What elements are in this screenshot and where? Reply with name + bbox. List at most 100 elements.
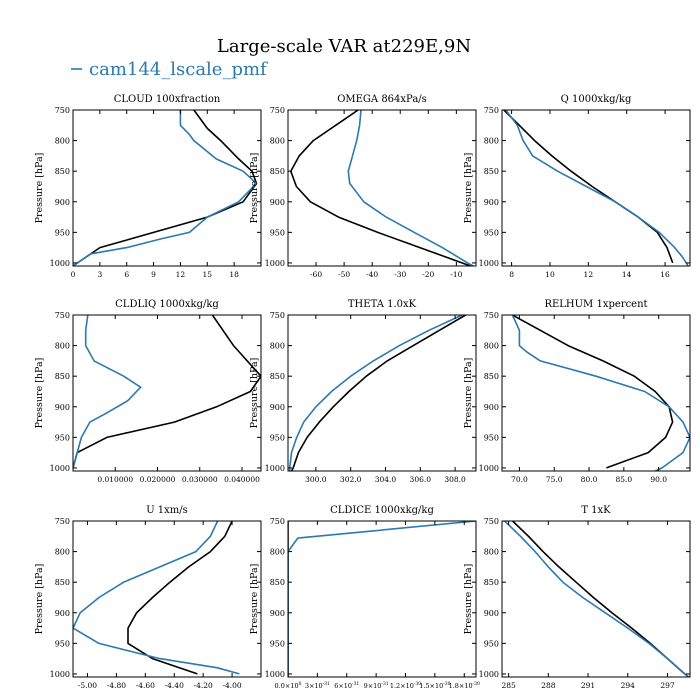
x-tick-label-base: 9 <box>151 270 156 279</box>
x-tick-label-exponent: -30 <box>473 681 480 687</box>
x-tick-label-base: 10 <box>545 270 555 279</box>
x-tick-label-base: 0 <box>71 270 76 279</box>
x-tick-label-base: 0.040000 <box>224 475 260 484</box>
y-tick-label: 950 <box>270 639 285 648</box>
panel-title: U 1xm/s <box>146 505 188 516</box>
x-tick-label-base: 9×10 <box>364 682 382 690</box>
series-line-blue <box>504 521 690 677</box>
plot-frame <box>501 109 691 267</box>
x-tick-label-base: 0.0×10 <box>275 682 299 690</box>
y-tick-label: 900 <box>484 609 499 618</box>
y-tick-label: 950 <box>55 639 70 648</box>
y-tick-label: 850 <box>270 578 285 587</box>
x-tick-label-base: -10 <box>450 270 462 279</box>
y-tick-label: 800 <box>484 342 499 351</box>
chart-panel: RELHUM 1xpercent Pressure [hPa] 750 800 850 9… <box>463 299 691 484</box>
y-tick-label: 850 <box>484 578 499 587</box>
x-tick-label-base: 15 <box>203 270 213 279</box>
y-axis-label: Pressure [hPa] <box>249 358 260 429</box>
x-tick-label-base: -4.00 <box>222 681 241 690</box>
panel-title: CLOUD 100xfraction <box>114 94 221 105</box>
y-tick-label: 900 <box>55 609 70 618</box>
y-tick-label: 800 <box>270 548 285 557</box>
series-line-blue <box>73 110 258 266</box>
x-tick-label: 1.5×10-30 <box>419 681 450 690</box>
x-tick-label-base: 8 <box>509 270 514 279</box>
x-tick-label: 302.0 <box>340 475 362 484</box>
figure-title: Large-scale VAR at229E,9N <box>217 36 471 57</box>
y-tick-label: 750 <box>270 311 285 320</box>
series-line-blue <box>511 315 690 471</box>
legend-label: cam144_lscale_pmf <box>89 59 268 80</box>
x-tick-label-base: 85.0 <box>616 475 633 484</box>
plot-frame <box>287 109 477 267</box>
plot-frame <box>287 520 477 678</box>
y-tick-label: 900 <box>484 198 499 207</box>
series-line-black <box>73 315 261 469</box>
y-tick-label: 950 <box>270 228 285 237</box>
x-tick-label-base: -4.80 <box>107 681 126 690</box>
series-line-blue <box>288 521 476 677</box>
y-tick-label: 750 <box>55 106 70 115</box>
y-axis-label: Pressure [hPa] <box>34 358 45 429</box>
x-tick-label-base: 1.8×10 <box>449 682 473 690</box>
x-tick-label-base: -5.00 <box>78 681 97 690</box>
x-tick-label: 10 <box>545 270 555 279</box>
y-axis-label: Pressure [hPa] <box>463 358 474 429</box>
series-line-blue <box>73 521 240 675</box>
x-tick-label-base: 0.010000 <box>97 475 133 484</box>
y-tick-label: 750 <box>484 106 499 115</box>
x-tick-label-base: -30 <box>394 270 406 279</box>
y-tick-label: 950 <box>484 433 499 442</box>
x-tick-label-base: 70.0 <box>511 475 528 484</box>
x-tick-label: 6 <box>124 270 129 279</box>
x-tick-label: -50 <box>338 270 350 279</box>
y-axis-label: Pressure [hPa] <box>249 153 260 224</box>
y-tick-label: 900 <box>270 609 285 618</box>
plot-frame <box>72 109 262 267</box>
x-tick-label-exponent: -31 <box>352 681 359 687</box>
panel-title: RELHUM 1xpercent <box>544 299 647 310</box>
x-tick-label-exponent: 0 <box>299 681 302 687</box>
y-axis-label: Pressure [hPa] <box>34 564 45 635</box>
series-line-black <box>512 315 674 469</box>
x-tick-label: 12 <box>584 270 594 279</box>
series-line-black <box>127 521 233 675</box>
y-tick-label: 800 <box>484 137 499 146</box>
y-axis-label: Pressure [hPa] <box>34 153 45 224</box>
x-tick-label-base: 14 <box>622 270 632 279</box>
x-tick-label-base: 80.0 <box>581 475 598 484</box>
x-tick-label-base: 302.0 <box>340 475 362 484</box>
y-tick-label: 850 <box>270 167 285 176</box>
x-tick-label-base: -4.40 <box>165 681 184 690</box>
x-tick-label-base: -4.60 <box>136 681 155 690</box>
x-tick-label: 291 <box>581 681 595 690</box>
x-tick-label: -10 <box>450 270 462 279</box>
x-tick-label: 0.040000 <box>224 475 260 484</box>
x-tick-label: 85.0 <box>616 475 633 484</box>
x-tick-label-base: 294 <box>621 681 636 690</box>
x-tick-label: 308.0 <box>444 475 466 484</box>
x-tick-label: 285 <box>501 681 516 690</box>
x-tick-label-exponent: -31 <box>381 681 388 687</box>
y-tick-label: 900 <box>484 403 499 412</box>
plot-frame <box>501 520 691 678</box>
x-tick-label: 304.0 <box>375 475 397 484</box>
y-axis-label: Pressure [hPa] <box>249 564 260 635</box>
x-tick-label-base: 300.0 <box>305 475 327 484</box>
y-tick-label: 1000 <box>50 670 70 679</box>
x-tick-label: 0.010000 <box>97 475 133 484</box>
x-tick-label-base: 12 <box>176 270 186 279</box>
y-tick-label: 850 <box>55 578 70 587</box>
y-tick-label: 1000 <box>479 670 499 679</box>
panel-title: Q 1000xkg/kg <box>561 94 632 105</box>
x-tick-label: 6×10-31 <box>334 681 359 690</box>
x-tick-label-base: 306.0 <box>410 475 432 484</box>
y-tick-label: 950 <box>270 433 285 442</box>
x-tick-label-base: 6 <box>124 270 129 279</box>
x-tick-label-base: 291 <box>581 681 595 690</box>
legend: cam144_lscale_pmf <box>71 59 268 80</box>
